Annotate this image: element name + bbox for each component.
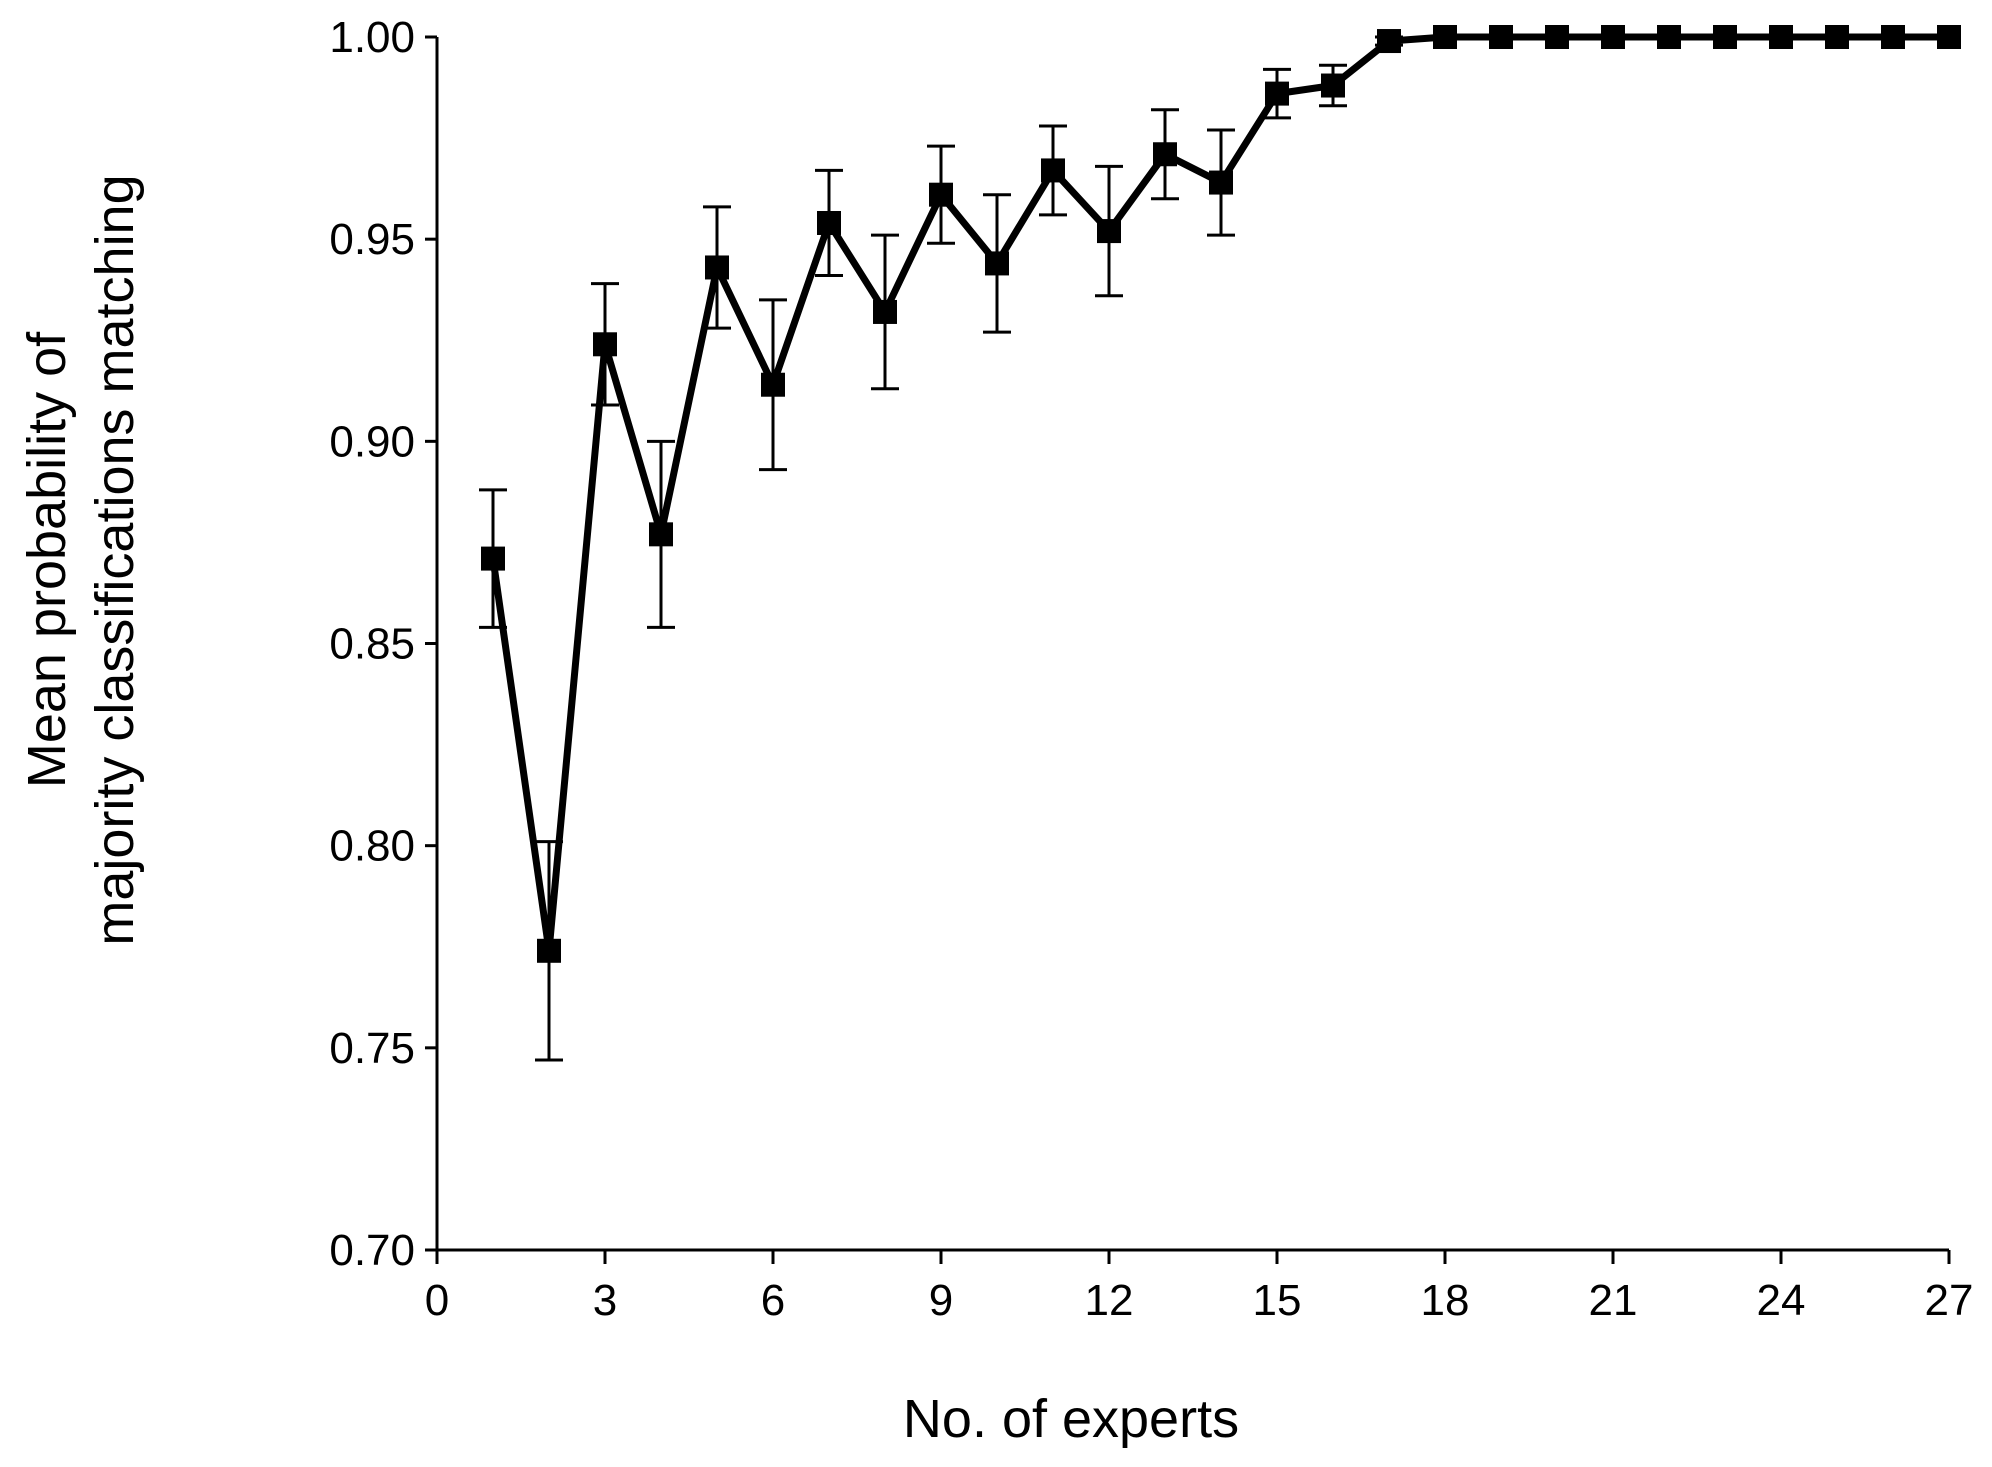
data-point-marker [1657, 25, 1681, 49]
data-point-marker [1489, 25, 1513, 49]
x-tick-label: 12 [1085, 1276, 1134, 1325]
y-tick-label: 0.85 [329, 620, 415, 669]
data-point-marker [817, 210, 841, 235]
y-tick-label: 0.95 [329, 215, 415, 264]
y-tick-label: 0.75 [329, 1024, 415, 1073]
data-point-marker [761, 372, 785, 397]
data-point-marker [1937, 25, 1961, 49]
data-point-marker [1321, 73, 1345, 98]
data-point-marker [1713, 25, 1737, 49]
data-point-marker [649, 522, 673, 547]
data-point-marker [1041, 158, 1065, 183]
x-tick-label: 21 [1589, 1276, 1638, 1325]
y-tick-label: 0.80 [329, 822, 415, 871]
data-point-marker [873, 299, 897, 324]
y-tick-label: 1.00 [329, 13, 415, 62]
data-point-marker [481, 546, 505, 571]
y-axis-ticks: 0.70 0.75 0.80 0.85 0.90 0.95 1.00 [329, 13, 437, 1275]
plot-area [479, 25, 1961, 1062]
data-point-marker [1097, 219, 1121, 244]
x-tick-label: 0 [425, 1276, 449, 1325]
data-point-marker [1769, 25, 1793, 49]
y-tick-label: 0.90 [329, 417, 415, 466]
x-tick-label: 27 [1925, 1276, 1974, 1325]
y-axis-title-line-1: Mean probability of [17, 331, 77, 788]
data-point-marker [593, 332, 617, 357]
data-point-marker [1601, 25, 1625, 49]
data-point-marker [1825, 25, 1849, 49]
x-tick-label: 24 [1757, 1276, 1806, 1325]
y-axis-title-line-2: majority classifications matching [85, 174, 145, 945]
x-tick-label: 6 [761, 1276, 785, 1325]
data-point-marker [705, 255, 729, 280]
x-tick-label: 18 [1421, 1276, 1470, 1325]
axes [435, 37, 1949, 1252]
data-point-marker [1433, 25, 1457, 49]
data-point-marker [1377, 29, 1401, 54]
y-axis-title: Mean probability of majority classificat… [17, 174, 145, 945]
data-point-marker [1209, 170, 1233, 195]
data-point-marker [1545, 25, 1569, 49]
data-point-marker [537, 938, 561, 963]
data-point-marker [1153, 142, 1177, 167]
data-point-marker [1881, 25, 1905, 49]
y-tick-label: 0.70 [329, 1226, 415, 1275]
data-point-marker [929, 182, 953, 207]
x-axis-title: No. of experts [903, 1389, 1239, 1449]
data-point-marker [1265, 81, 1289, 106]
x-tick-label: 9 [929, 1276, 953, 1325]
x-axis-ticks: 0 3 6 9 12 15 18 21 24 27 [425, 1250, 1974, 1325]
x-tick-label: 15 [1253, 1276, 1302, 1325]
x-tick-label: 3 [593, 1276, 617, 1325]
data-point-marker [985, 251, 1009, 276]
